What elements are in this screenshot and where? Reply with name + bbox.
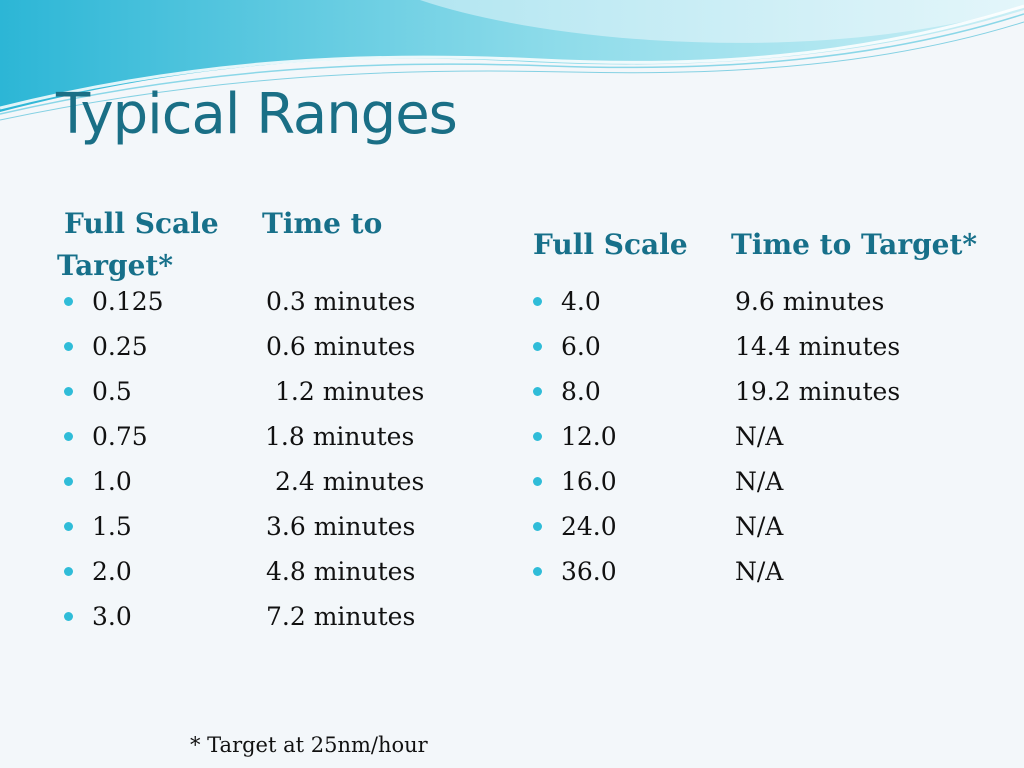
list-item: 4.0 9.6 minutes xyxy=(533,283,973,328)
bullet-icon xyxy=(533,297,542,306)
time-to-target-value: 19.2 minutes xyxy=(735,377,901,406)
list-item: 0.25 0.6 minutes xyxy=(64,328,484,373)
list-item: 1.5 3.6 minutes xyxy=(64,508,484,553)
right-header-time-to-target: Time to Target* xyxy=(731,228,978,261)
list-item: 1.0 2.4 minutes xyxy=(64,463,484,508)
time-to-target-value: N/A xyxy=(735,467,784,496)
list-item: 3.0 7.2 minutes xyxy=(64,598,484,643)
bullet-icon xyxy=(533,522,542,531)
full-scale-value: 0.75 xyxy=(92,422,148,451)
full-scale-value: 4.0 xyxy=(561,287,601,316)
time-to-target-value: 0.6 minutes xyxy=(266,332,416,361)
bullet-icon xyxy=(64,432,73,441)
wave-banner-decoration xyxy=(0,0,1024,121)
bullet-icon xyxy=(533,432,542,441)
full-scale-value: 1.0 xyxy=(92,467,132,496)
right-header-full-scale: Full Scale xyxy=(533,228,688,261)
left-range-list: 0.125 0.3 minutes 0.25 0.6 minutes 0.5 1.2 … xyxy=(64,283,484,643)
bullet-icon xyxy=(533,387,542,396)
list-item: 6.0 14.4 minutes xyxy=(533,328,973,373)
left-header-target: Target* xyxy=(57,249,174,282)
full-scale-value: 12.0 xyxy=(561,422,617,451)
time-to-target-value: 3.6 minutes xyxy=(266,512,416,541)
slide-title: Typical Ranges xyxy=(56,82,458,147)
list-item: 0.5 1.2 minutes xyxy=(64,373,484,418)
footnote: * Target at 25nm/hour xyxy=(190,733,428,757)
full-scale-value: 1.5 xyxy=(92,512,132,541)
time-to-target-value: 0.3 minutes xyxy=(266,287,416,316)
bullet-icon xyxy=(64,567,73,576)
full-scale-value: 0.25 xyxy=(92,332,148,361)
bullet-icon xyxy=(64,387,73,396)
full-scale-value: 0.5 xyxy=(92,377,132,406)
bullet-icon xyxy=(64,477,73,486)
bullet-icon xyxy=(64,522,73,531)
list-item: 16.0 N/A xyxy=(533,463,973,508)
left-header-full-scale: Full Scale xyxy=(64,207,219,240)
bullet-icon xyxy=(533,567,542,576)
full-scale-value: 36.0 xyxy=(561,557,617,586)
full-scale-value: 24.0 xyxy=(561,512,617,541)
time-to-target-value: 7.2 minutes xyxy=(266,602,416,631)
list-item: 2.0 4.8 minutes xyxy=(64,553,484,598)
full-scale-value: 2.0 xyxy=(92,557,132,586)
list-item: 0.125 0.3 minutes xyxy=(64,283,484,328)
list-item: 0.75 1.8 minutes xyxy=(64,418,484,463)
time-to-target-value: N/A xyxy=(735,557,784,586)
list-item: 36.0 N/A xyxy=(533,553,973,598)
time-to-target-value: N/A xyxy=(735,422,784,451)
time-to-target-value: 1.2 minutes xyxy=(275,377,425,406)
full-scale-value: 6.0 xyxy=(561,332,601,361)
full-scale-value: 0.125 xyxy=(92,287,164,316)
right-range-list: 4.0 9.6 minutes 6.0 14.4 minutes 8.0 19.2 m… xyxy=(533,283,973,598)
left-header-time-to: Time to xyxy=(262,207,383,240)
time-to-target-value: 9.6 minutes xyxy=(735,287,885,316)
bullet-icon xyxy=(64,342,73,351)
time-to-target-value: 14.4 minutes xyxy=(735,332,901,361)
list-item: 12.0 N/A xyxy=(533,418,973,463)
full-scale-value: 8.0 xyxy=(561,377,601,406)
time-to-target-value: 2.4 minutes xyxy=(275,467,425,496)
list-item: 8.0 19.2 minutes xyxy=(533,373,973,418)
bullet-icon xyxy=(533,342,542,351)
full-scale-value: 16.0 xyxy=(561,467,617,496)
bullet-icon xyxy=(64,297,73,306)
bullet-icon xyxy=(64,612,73,621)
bullet-icon xyxy=(533,477,542,486)
time-to-target-value: 1.8 minutes xyxy=(265,422,415,451)
time-to-target-value: 4.8 minutes xyxy=(266,557,416,586)
time-to-target-value: N/A xyxy=(735,512,784,541)
full-scale-value: 3.0 xyxy=(92,602,132,631)
list-item: 24.0 N/A xyxy=(533,508,973,553)
